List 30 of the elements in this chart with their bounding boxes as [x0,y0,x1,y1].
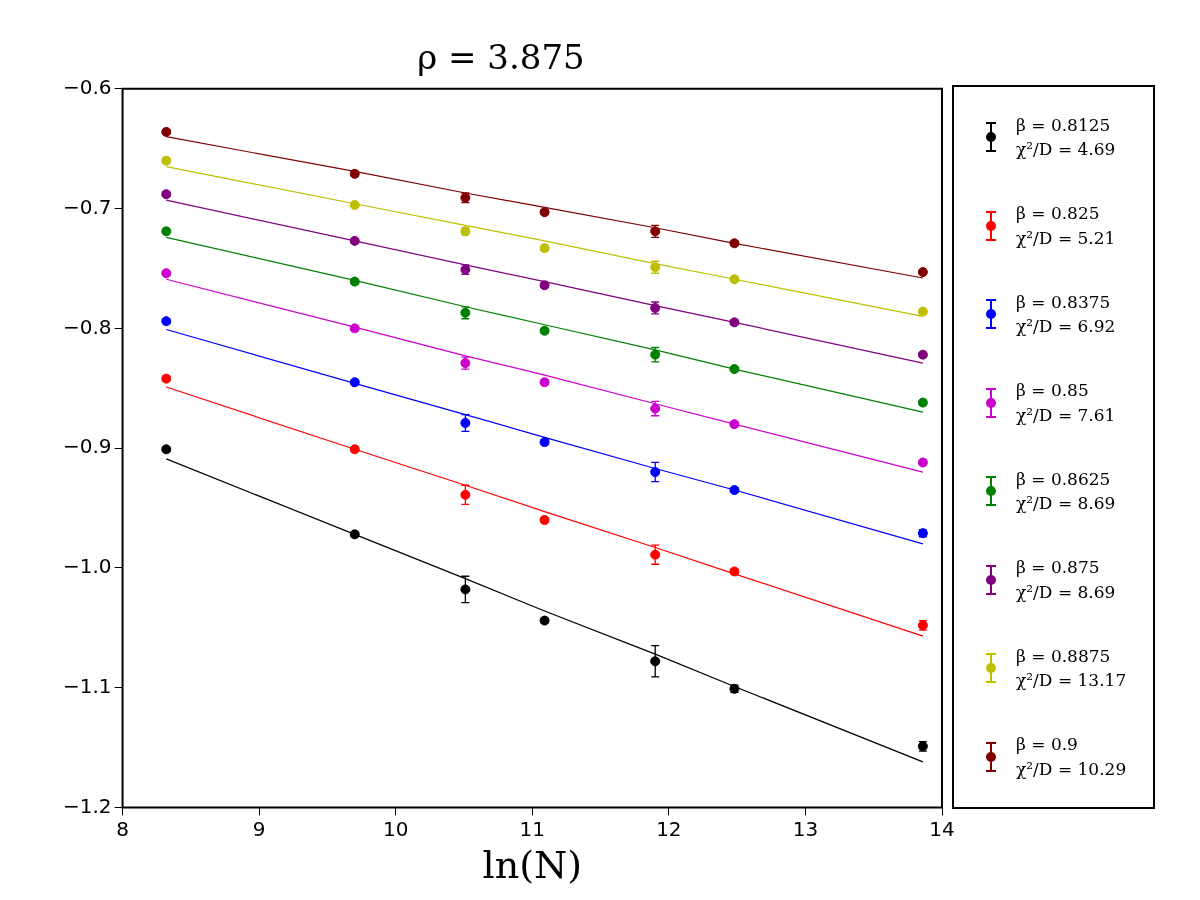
legend-label: β = 0.8625 χ²/D = 8.69 [1016,467,1116,516]
x-tick-label: 13 [792,816,819,841]
x-axis-title: ln(N) [482,843,583,888]
y-tick-label: −1.1 [62,673,112,698]
legend-label: β = 0.8375 χ²/D = 6.92 [1016,290,1116,339]
legend-label: β = 0.825 χ²/D = 5.21 [1016,202,1116,250]
x-tick-label: 12 [656,816,682,841]
legend-label: β = 0.8875 χ²/D = 13.17 [1016,644,1127,693]
legend-label: β = 0.8125 χ²/D = 4.69 [1016,113,1116,162]
x-tick-label: 14 [929,816,955,841]
point [650,467,661,478]
x-tick-label: 10 [382,816,409,841]
x-tick-label: 8 [116,816,129,841]
point [460,489,471,500]
chart-title: ρ = 3.875 [417,37,585,78]
y-tick-label: −0.9 [62,434,112,459]
point [460,417,471,428]
y-tick-label: −0.8 [62,314,112,339]
legend-label: β = 0.85 χ²/D = 7.61 [1016,379,1116,427]
point [650,656,661,667]
y-tick-label: −0.7 [62,194,112,219]
x-tick-label: 11 [519,816,546,841]
legend-label: β = 0.875 χ²/D = 8.69 [1016,556,1116,604]
y-tick-label: −1.0 [62,554,112,579]
point [460,584,471,595]
y-tick-label: −0.6 [62,75,112,99]
legend-label: β = 0.9 χ²/D = 10.29 [1016,733,1127,781]
point [650,549,661,560]
y-tick-label: −1.2 [62,793,112,818]
x-tick-label: 9 [252,816,266,841]
